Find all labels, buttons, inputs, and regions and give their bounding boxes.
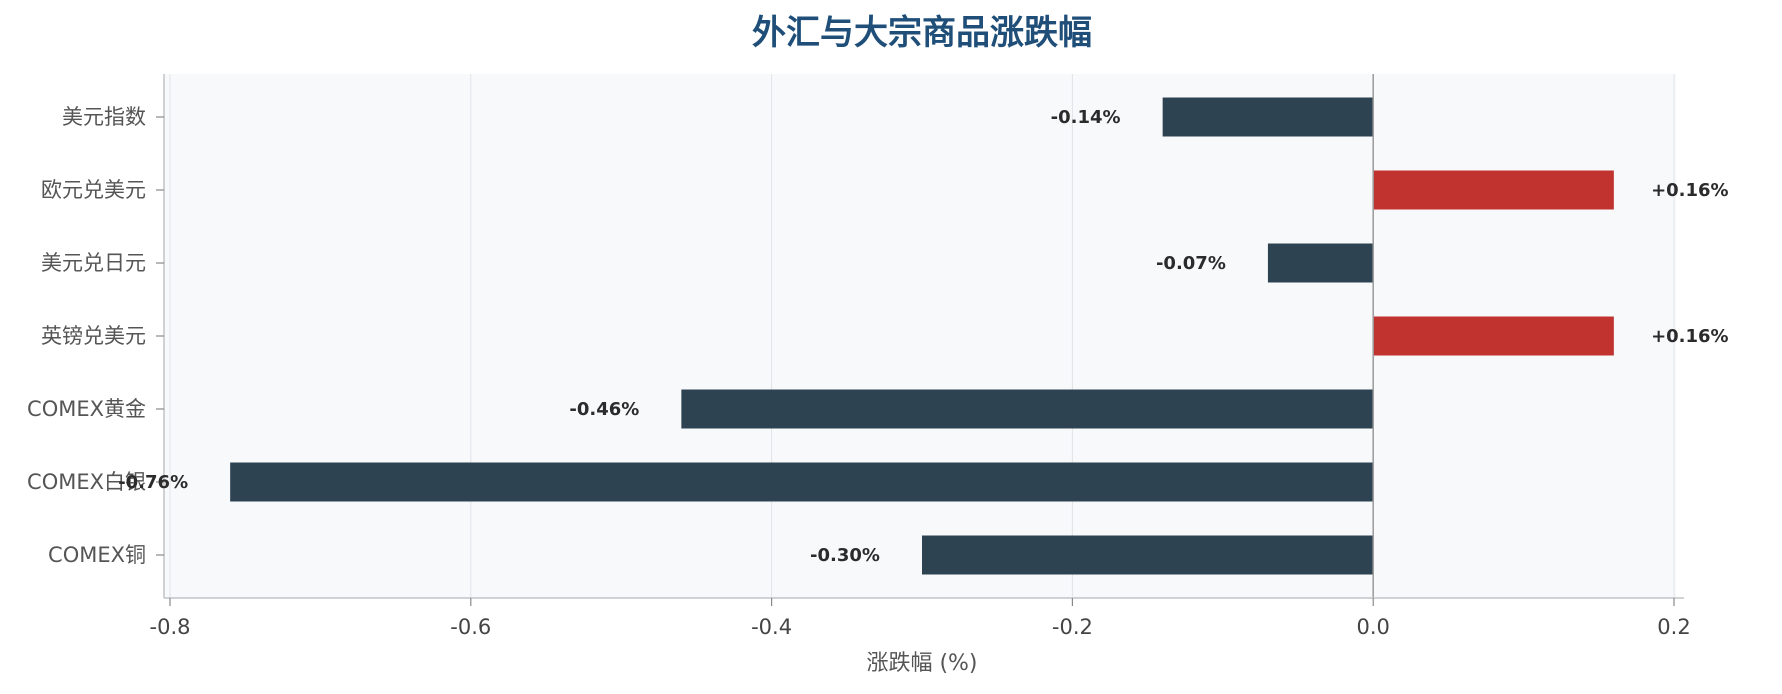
x-axis-label: 涨跌幅 (%) [866,651,977,676]
data-label: -0.30% [810,545,880,566]
y-tick-label: COMEX黄金 [27,397,146,421]
y-tick-label: 欧元兑美元 [41,178,146,202]
y-tick-label: 美元兑日元 [41,251,146,275]
x-axis-ticks: -0.8 -0.6 -0.4 -0.2 0.0 0.2 [150,598,1691,639]
data-label: +0.16% [1651,180,1729,201]
x-tick-label: -0.6 [450,615,491,639]
bar [1373,170,1614,210]
bars [230,97,1614,575]
data-label: +0.16% [1651,326,1729,347]
x-tick-label: -0.4 [751,615,792,639]
x-tick-label: 0.2 [1657,615,1690,639]
data-label: -0.76% [118,472,188,493]
data-labels: -0.14% +0.16% -0.07% +0.16% -0.46% -0.76% -0.3… [118,107,1728,566]
data-label: -0.46% [569,399,639,420]
data-label: -0.14% [1051,107,1121,128]
x-tick-label: -0.2 [1052,615,1093,639]
y-tick-label: COMEX白银 [27,470,146,494]
data-label: -0.07% [1156,253,1226,274]
y-tick-label: 英镑兑美元 [41,324,146,348]
bar [1267,243,1374,283]
chart-title: 外汇与大宗商品涨跌幅 [752,13,1092,53]
grid [169,74,1675,598]
bar [1162,97,1374,137]
bar [681,389,1374,429]
x-tick-label: 0.0 [1356,615,1389,639]
x-tick-label: -0.8 [150,615,191,639]
bar [922,535,1374,575]
bar [1373,316,1614,356]
y-tick-label: COMEX铜 [48,543,146,567]
bar [230,462,1374,502]
y-tick-label: 美元指数 [62,105,146,129]
